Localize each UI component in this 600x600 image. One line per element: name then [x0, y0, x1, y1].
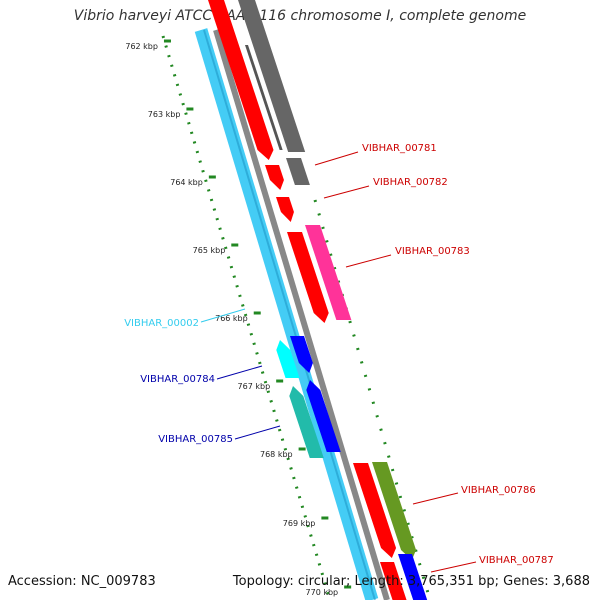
gene-label: VIBHAR_00786	[461, 485, 536, 496]
map-title: Vibrio harveyi ATCC BAA-1116 chromosome …	[73, 8, 527, 24]
gene-leader-line	[216, 365, 263, 380]
cds-gray-block	[286, 158, 310, 185]
cds-arrow-olive	[372, 462, 417, 560]
cds-arrow-small	[276, 197, 294, 222]
gene-leader-line	[314, 151, 359, 166]
gene-leader-line	[412, 492, 459, 505]
gene-leader-line	[234, 425, 281, 440]
cds-arrow-vibhar-00782	[265, 165, 284, 190]
ruler-tick-label: 762 kbp	[125, 42, 158, 51]
gene-label: VIBHAR_00002	[124, 318, 199, 329]
cds-gray-block	[238, 0, 306, 152]
gene-label: VIBHAR_00787	[479, 555, 554, 566]
cds-gray-edge	[245, 45, 283, 150]
gene-label-layer: VIBHAR_00781 VIBHAR_00782 VIBHAR_00783 VIBH…	[124, 143, 554, 573]
cds-arrow-cyan	[276, 340, 300, 378]
gene-leader-line	[323, 185, 370, 199]
cds-arrow-vibhar-00786	[353, 463, 397, 558]
gene-label: VIBHAR_00782	[373, 177, 448, 188]
backbone-layer	[194, 28, 390, 600]
gene-label: VIBHAR_00783	[395, 246, 470, 257]
gene-layer	[208, 0, 428, 600]
ruler-tick-label: 767 kbp	[238, 382, 271, 391]
gene-label: VIBHAR_00781	[362, 143, 437, 154]
ruler-dotted-line	[161, 35, 332, 600]
ruler-layer: 762 kbp 763 kbp 764 kbp 765 kbp 766 kbp 767 k…	[125, 35, 432, 600]
cds-pink-block	[305, 225, 352, 320]
backbone-gray-track	[213, 29, 390, 600]
ruler-tick-label: 764 kbp	[170, 178, 203, 187]
ruler-tick-label: 770 kbp	[306, 588, 339, 597]
ruler-tick-label: 763 kbp	[148, 110, 181, 119]
genome-summary-text: Topology: circular; Length: 3,765,351 bp…	[232, 574, 590, 589]
cds-arrow-blue	[290, 336, 313, 373]
ruler-tick-label: 766 kbp	[215, 314, 248, 323]
cds-arrow-vibhar-00783	[287, 232, 329, 323]
gene-label: VIBHAR_00785	[158, 434, 233, 445]
cds-arrow-vibhar-00784	[306, 380, 341, 452]
cds-arrow-vibhar-00785	[289, 386, 324, 458]
accession-text: Accession: NC_009783	[8, 574, 156, 589]
cds-arrow-vibhar-00781	[208, 0, 274, 160]
cds-blue-block	[398, 554, 428, 600]
ruler-tick-label: 769 kbp	[283, 519, 316, 528]
cds-red-block	[380, 562, 407, 600]
backbone-blue-track	[194, 28, 379, 600]
ruler-tick-label: 768 kbp	[260, 450, 293, 459]
ruler-tick-label: 765 kbp	[193, 246, 226, 255]
gene-leader-line	[345, 254, 392, 268]
gene-leader-line	[200, 308, 246, 323]
gene-leader-line	[430, 561, 477, 573]
gene-label: VIBHAR_00784	[140, 374, 215, 385]
backbone-blue-edge	[203, 29, 376, 600]
